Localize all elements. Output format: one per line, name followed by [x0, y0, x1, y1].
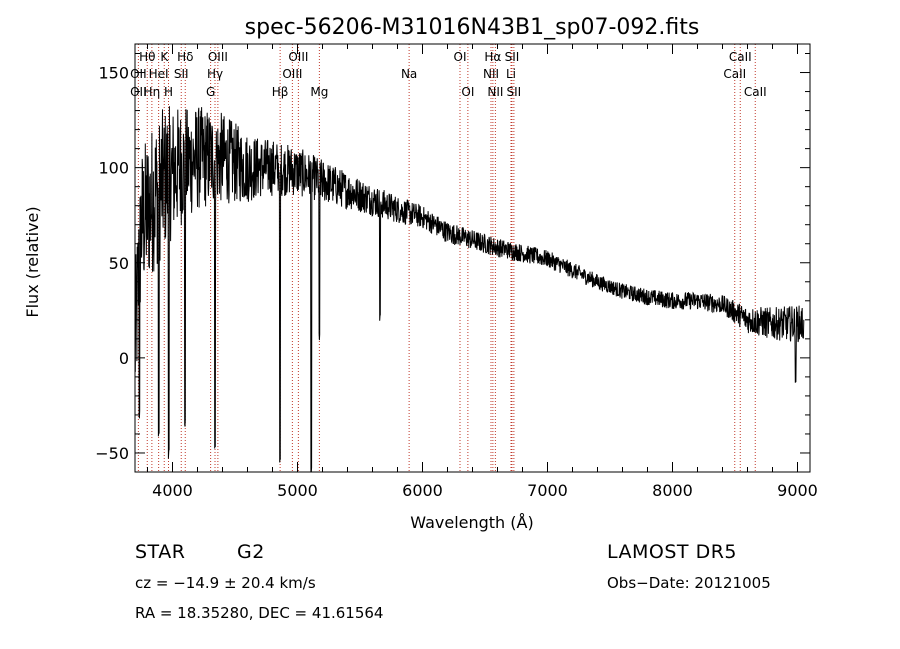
line-marker-label: CaII	[744, 85, 767, 99]
line-marker-label: CaII	[729, 50, 752, 64]
coordinates: RA = 18.35280, DEC = 41.61564	[135, 604, 384, 622]
y-tick-label: 50	[109, 254, 129, 273]
x-axis-label: Wavelength (Å)	[410, 513, 533, 532]
object-class: STAR	[135, 541, 186, 563]
spectrum-group	[134, 106, 805, 473]
line-marker-label: Mg	[310, 85, 328, 99]
line-markers-group	[137, 44, 756, 472]
line-marker-label: Hη	[144, 85, 161, 99]
line-marker-label: Na	[401, 67, 417, 81]
axis-ticks-group: 4000 5000 6000 7000 8000 9000 −50 0 50 100 150	[95, 44, 818, 500]
line-marker-label: H	[164, 85, 173, 99]
x-tick-label: 5000	[277, 481, 318, 500]
line-marker-label: OIII	[282, 67, 302, 81]
observation-date: Obs−Date: 20121005	[607, 574, 771, 592]
line-marker-label: Hδ	[177, 50, 193, 64]
chart-title: spec-56206-M31016N43B1_sp07-092.fits	[245, 15, 700, 40]
line-marker-label: SII	[174, 67, 189, 81]
line-marker-label: Hβ	[272, 85, 289, 99]
spectrum-chart: 4000 5000 6000 7000 8000 9000 −50 0 50 100 150 Hθ O…	[23, 15, 818, 532]
line-marker-label: SII	[507, 85, 522, 99]
line-marker-label: G	[206, 85, 215, 99]
line-marker-label: Hθ	[139, 50, 155, 64]
redshift-velocity: cz = −14.9 ± 20.4 km/s	[135, 574, 316, 592]
line-marker-label: CaII	[723, 67, 746, 81]
line-marker-label: NII	[487, 85, 503, 99]
plot-frame	[134, 43, 811, 473]
line-marker-label: Li	[506, 67, 516, 81]
line-marker-label: HeI	[149, 67, 169, 81]
line-marker-label: OIII	[208, 50, 228, 64]
y-axis-label: Flux (relative)	[23, 206, 42, 317]
y-tick-label: 100	[98, 159, 129, 178]
line-marker-label: Hα	[484, 50, 501, 64]
survey-name: LAMOST DR5	[607, 541, 737, 563]
line-marker-label: OII	[130, 85, 147, 99]
y-tick-label: −50	[95, 444, 129, 463]
x-tick-label: 4000	[152, 481, 193, 500]
spectrum-line	[134, 106, 805, 473]
line-marker-label: OI	[454, 50, 467, 64]
line-marker-label: K	[160, 50, 169, 64]
x-tick-label: 8000	[652, 481, 693, 500]
x-tick-label: 9000	[777, 481, 818, 500]
line-marker-label: OIII	[288, 50, 308, 64]
x-tick-label: 6000	[402, 481, 443, 500]
line-marker-label: SII	[505, 50, 520, 64]
x-tick-label: 7000	[527, 481, 568, 500]
line-marker-label: NII	[483, 67, 499, 81]
y-tick-label: 0	[119, 349, 129, 368]
object-subclass: G2	[237, 541, 265, 563]
line-marker-label: Hγ	[207, 67, 223, 81]
y-tick-label: 150	[98, 64, 129, 83]
line-marker-label: OI	[461, 85, 474, 99]
line-marker-label: OII	[130, 67, 147, 81]
